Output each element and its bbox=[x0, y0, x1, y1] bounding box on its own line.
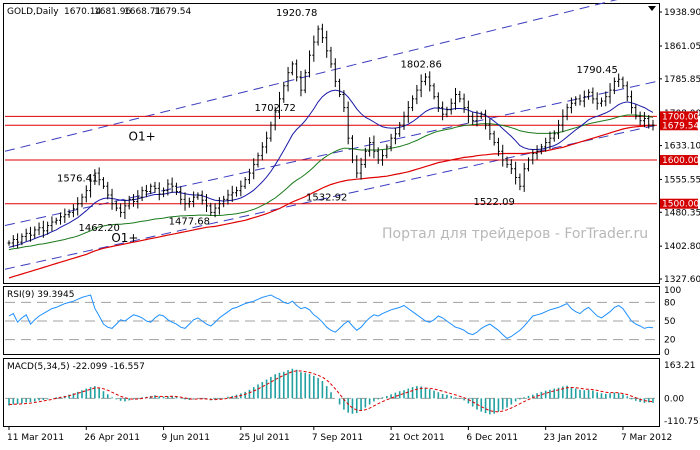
price-tick-label: 1633.10 bbox=[664, 142, 700, 152]
wave-label: O1+ bbox=[111, 231, 138, 245]
macd-tick-label: 163.21 bbox=[664, 361, 696, 371]
date-tick-label: 21 Oct 2011 bbox=[389, 433, 445, 443]
rsi-tick-label: 80 bbox=[664, 298, 676, 308]
annotation-label: 1477.68 bbox=[169, 216, 210, 227]
annotation-label: 1790.45 bbox=[577, 65, 618, 76]
price-layer: 1920.78 1802.86 1790.45 1702.72 1576.41 1462.… bbox=[4, 0, 658, 279]
price-tag-box bbox=[660, 198, 698, 209]
axes-layer: 1938.901861.051785.851708.001633.101555.… bbox=[7, 8, 700, 443]
corner-arrow-icon bbox=[648, 6, 656, 11]
annotation-label: 1522.09 bbox=[473, 197, 514, 208]
annotation-label: 1532.92 bbox=[306, 192, 347, 203]
rsi-tick-label: 100 bbox=[664, 286, 681, 296]
date-tick-label: 9 Jun 2011 bbox=[162, 433, 210, 443]
ma-mid-line bbox=[8, 114, 654, 251]
price-tag-box bbox=[660, 111, 698, 122]
rsi-line bbox=[8, 294, 654, 339]
chart-ohlc-high: 1681.96 bbox=[94, 7, 131, 17]
rsi-tick-label: 0 bbox=[664, 348, 670, 358]
rsi-tick-label: 50 bbox=[664, 317, 676, 327]
chart-ohlc-open: 1670.14 bbox=[64, 7, 101, 17]
price-tick-label: 1480.35 bbox=[664, 208, 700, 218]
date-tick-label: 6 Dec 2011 bbox=[466, 433, 518, 443]
macd-layer bbox=[5, 368, 657, 415]
macd-label: MACD(5,34,5) -22.099 -16.557 bbox=[7, 362, 145, 372]
annotation-label: 1802.86 bbox=[400, 59, 441, 70]
price-tick-label: 1555.55 bbox=[664, 175, 700, 185]
price-tag-label: 1700.00 bbox=[662, 112, 699, 122]
price-tick-label: 1861.05 bbox=[664, 42, 700, 52]
price-tick-label: 1938.90 bbox=[664, 8, 700, 18]
price-tag-label: 1500.00 bbox=[662, 200, 699, 210]
chart-ohlc-close: 1679.54 bbox=[154, 7, 191, 17]
chart-symbol-timeframe: GOLD,Daily bbox=[7, 7, 59, 17]
date-tick-label: 26 Apr 2011 bbox=[84, 433, 140, 443]
annotation-label: 1576.41 bbox=[57, 173, 98, 184]
macd-tick-label: -110.751 bbox=[664, 417, 700, 427]
price-tag-label: 1600.00 bbox=[662, 156, 699, 166]
rsi-layer bbox=[5, 294, 657, 341]
price-tick-label: 1785.85 bbox=[664, 75, 700, 85]
wave-label: O1+ bbox=[129, 129, 156, 143]
macd-tick-label: 0.00 bbox=[664, 394, 684, 404]
price-tag-box bbox=[660, 155, 698, 166]
price-tick-label: 1402.80 bbox=[664, 242, 700, 252]
rsi-label: RSI(9) 39.3945 bbox=[7, 290, 74, 300]
date-tick-label: 23 Jan 2012 bbox=[544, 433, 598, 443]
annotation-label: 1702.72 bbox=[255, 103, 296, 114]
date-tick-label: 7 Mar 2012 bbox=[621, 433, 672, 443]
date-tick-label: 25 Jul 2011 bbox=[239, 433, 290, 443]
price-tag-box bbox=[660, 120, 698, 131]
date-tick-label: 11 Mar 2011 bbox=[7, 433, 64, 443]
watermark: Портал для трейдеров - ForTrader.ru bbox=[382, 226, 648, 242]
price-tag-label: 1679.54 bbox=[662, 121, 699, 131]
rsi-tick-label: 20 bbox=[664, 336, 676, 346]
date-tick-label: 7 Sep 2011 bbox=[312, 433, 363, 443]
chart-ohlc-low: 1668.71 bbox=[124, 7, 161, 17]
price-tick-label: 1327.60 bbox=[664, 275, 700, 285]
annotation-label: 1462.20 bbox=[78, 223, 119, 234]
macd-signal-line bbox=[8, 370, 654, 413]
annotation-label: 1920.78 bbox=[276, 8, 317, 19]
